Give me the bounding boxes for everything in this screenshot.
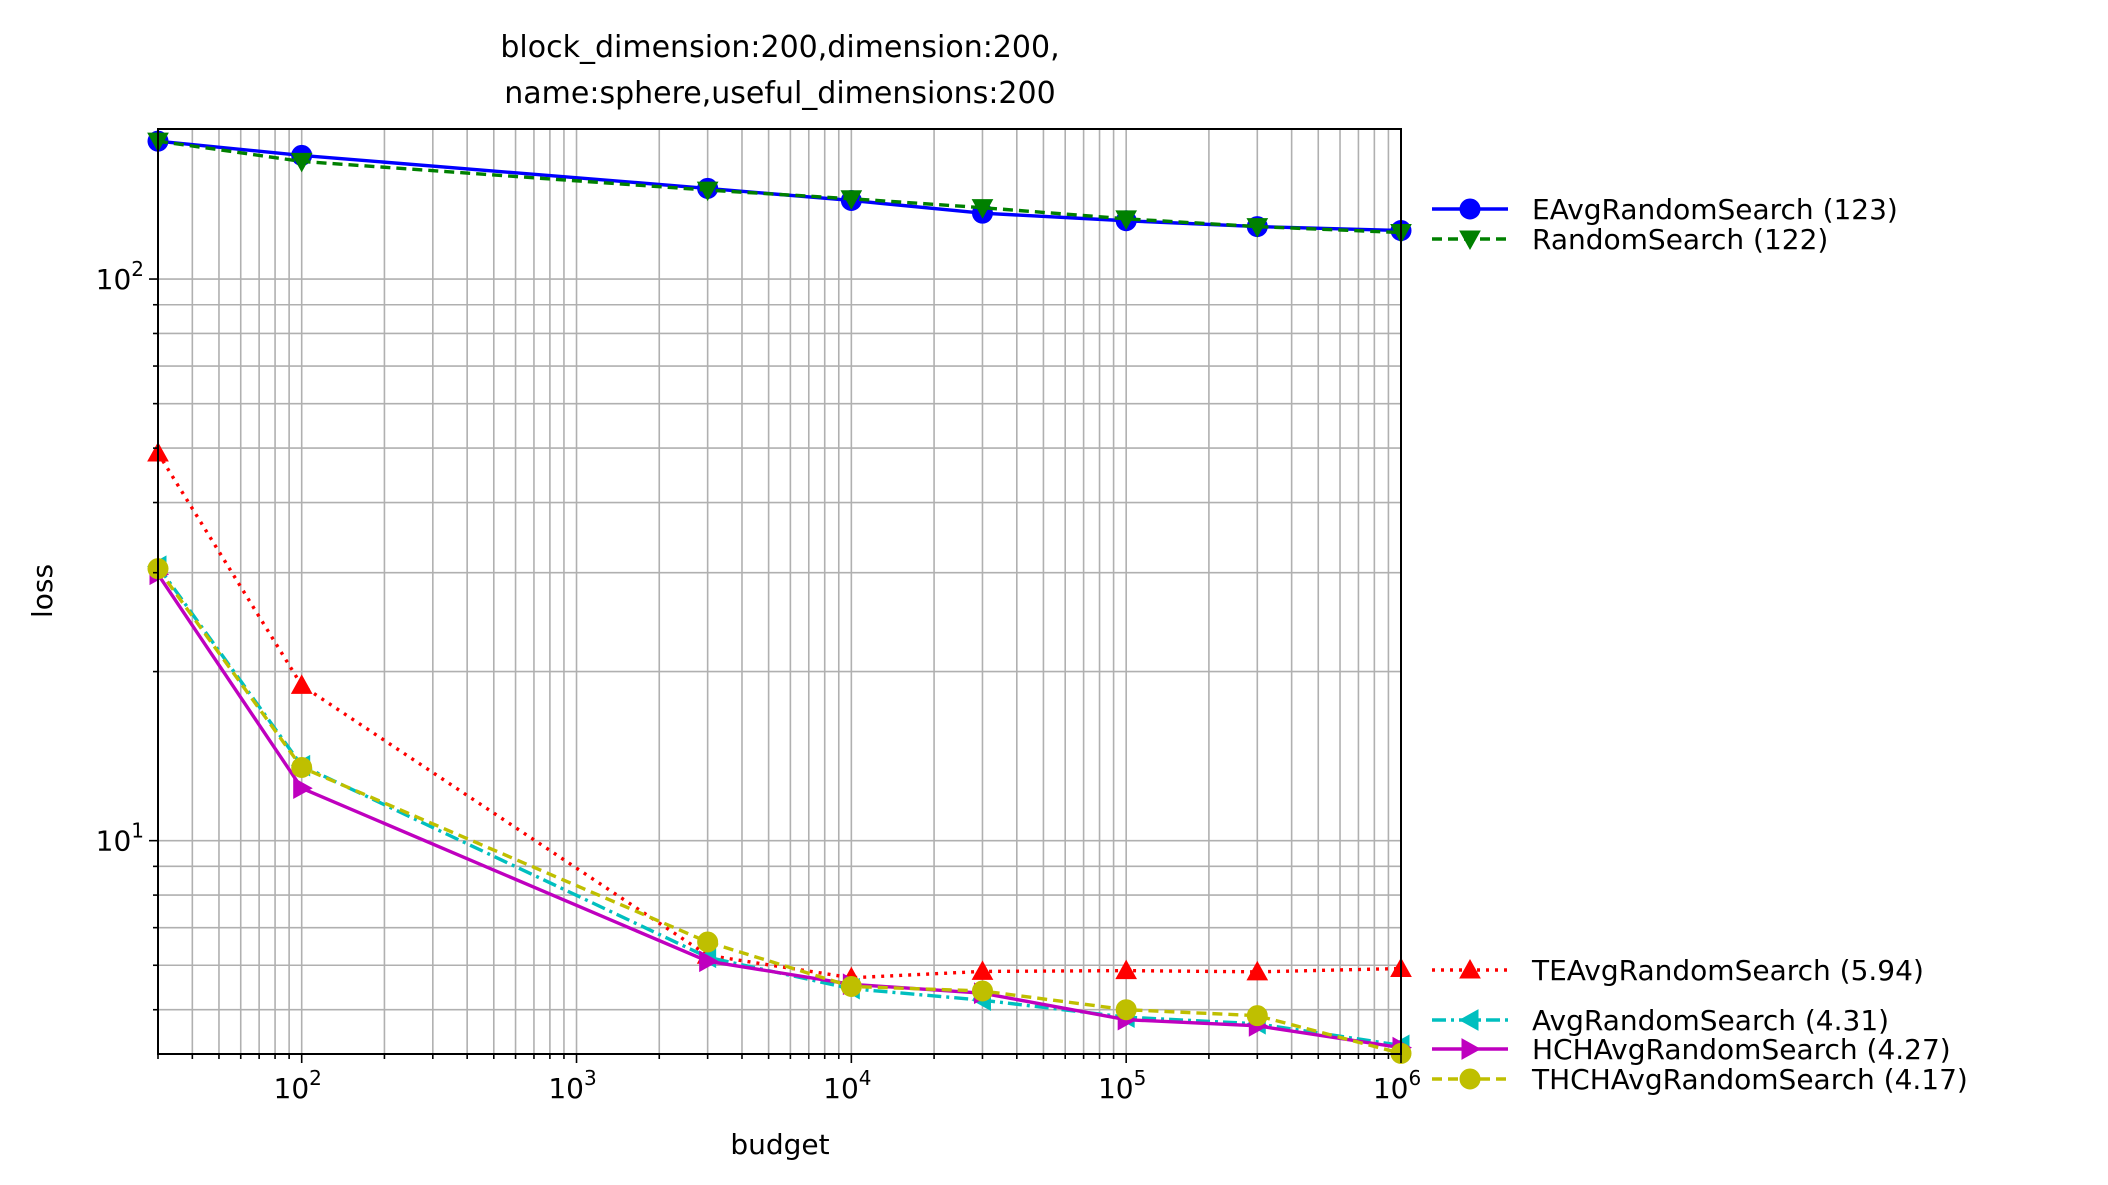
x-tick-label: 105 bbox=[1098, 1066, 1146, 1105]
y-axis-label: loss bbox=[26, 564, 59, 618]
x-axis: 102 103 104 105 106 bbox=[157, 1054, 1421, 1105]
plot-frame bbox=[157, 128, 1402, 1055]
data-point bbox=[1246, 218, 1269, 238]
series-line bbox=[157, 139, 1402, 235]
chart-title-line-1: block_dimension:200,dimension:200, bbox=[500, 30, 1059, 65]
series-line bbox=[156, 565, 1402, 1048]
data-point bbox=[1459, 1068, 1481, 1090]
legend-item: THCHAvgRandomSearch (4.17) bbox=[1432, 1063, 1968, 1096]
legend-item: AvgRandomSearch (4.31) bbox=[1432, 1004, 1889, 1037]
series-AvgRandomSearch bbox=[146, 555, 1410, 1057]
data-point bbox=[1459, 958, 1481, 979]
data-point bbox=[1115, 959, 1138, 980]
series-layer bbox=[146, 130, 1413, 1064]
data-point bbox=[1458, 1009, 1479, 1031]
data-point bbox=[1115, 999, 1137, 1021]
x-axis-label: budget bbox=[730, 1128, 829, 1161]
data-point bbox=[290, 674, 313, 694]
data-point bbox=[971, 960, 994, 980]
legend-label: AvgRandomSearch (4.31) bbox=[1532, 1004, 1889, 1037]
series-THCHAvgRandomSearch bbox=[147, 558, 1412, 1064]
grid bbox=[157, 129, 1402, 1054]
data-point bbox=[699, 950, 719, 973]
data-point bbox=[971, 199, 994, 219]
data-point bbox=[1246, 960, 1269, 981]
data-point bbox=[840, 190, 863, 210]
data-point bbox=[1115, 210, 1138, 230]
series-line bbox=[156, 573, 1402, 1050]
legend-label: HCHAvgRandomSearch (4.27) bbox=[1532, 1033, 1951, 1066]
data-point bbox=[1246, 1005, 1268, 1027]
y-axis: 101 102 bbox=[96, 257, 158, 1011]
chart-title-line-2: name:sphere,useful_dimensions:200 bbox=[504, 76, 1055, 111]
x-tick-label: 106 bbox=[1373, 1066, 1421, 1105]
x-tick-label: 102 bbox=[274, 1066, 322, 1105]
data-point bbox=[293, 777, 313, 800]
data-point bbox=[696, 181, 719, 202]
y-tick-label: 101 bbox=[96, 819, 144, 858]
data-point bbox=[1459, 198, 1481, 220]
legend-item: EAvgRandomSearch (123) bbox=[1432, 193, 1898, 226]
data-point bbox=[697, 931, 719, 953]
series-line bbox=[157, 139, 1402, 233]
series-EAvgRandomSearch bbox=[147, 130, 1412, 242]
legend-item: TEAvgRandomSearch (5.94) bbox=[1432, 954, 1924, 987]
y-tick-label: 102 bbox=[96, 257, 144, 296]
legend-item: RandomSearch (122) bbox=[1432, 223, 1828, 256]
series-HCHAvgRandomSearch bbox=[149, 563, 1413, 1059]
x-tick-label: 103 bbox=[548, 1066, 596, 1105]
series-line bbox=[156, 452, 1402, 980]
legend-item: HCHAvgRandomSearch (4.27) bbox=[1432, 1033, 1951, 1066]
data-point bbox=[291, 756, 313, 778]
legend: EAvgRandomSearch (123)RandomSearch (122)… bbox=[1432, 193, 1968, 1096]
series-TEAvgRandomSearch bbox=[147, 442, 1412, 987]
legend-label: RandomSearch (122) bbox=[1532, 223, 1828, 256]
data-point bbox=[1459, 230, 1481, 251]
data-point bbox=[290, 152, 313, 173]
data-point bbox=[840, 975, 862, 997]
legend-label: THCHAvgRandomSearch (4.17) bbox=[1531, 1063, 1968, 1096]
data-point bbox=[1461, 1038, 1482, 1060]
legend-label: TEAvgRandomSearch (5.94) bbox=[1531, 954, 1924, 987]
series-line bbox=[156, 567, 1402, 1056]
x-tick-label: 104 bbox=[823, 1066, 871, 1105]
data-point bbox=[971, 980, 993, 1002]
legend-label: EAvgRandomSearch (123) bbox=[1532, 193, 1898, 226]
